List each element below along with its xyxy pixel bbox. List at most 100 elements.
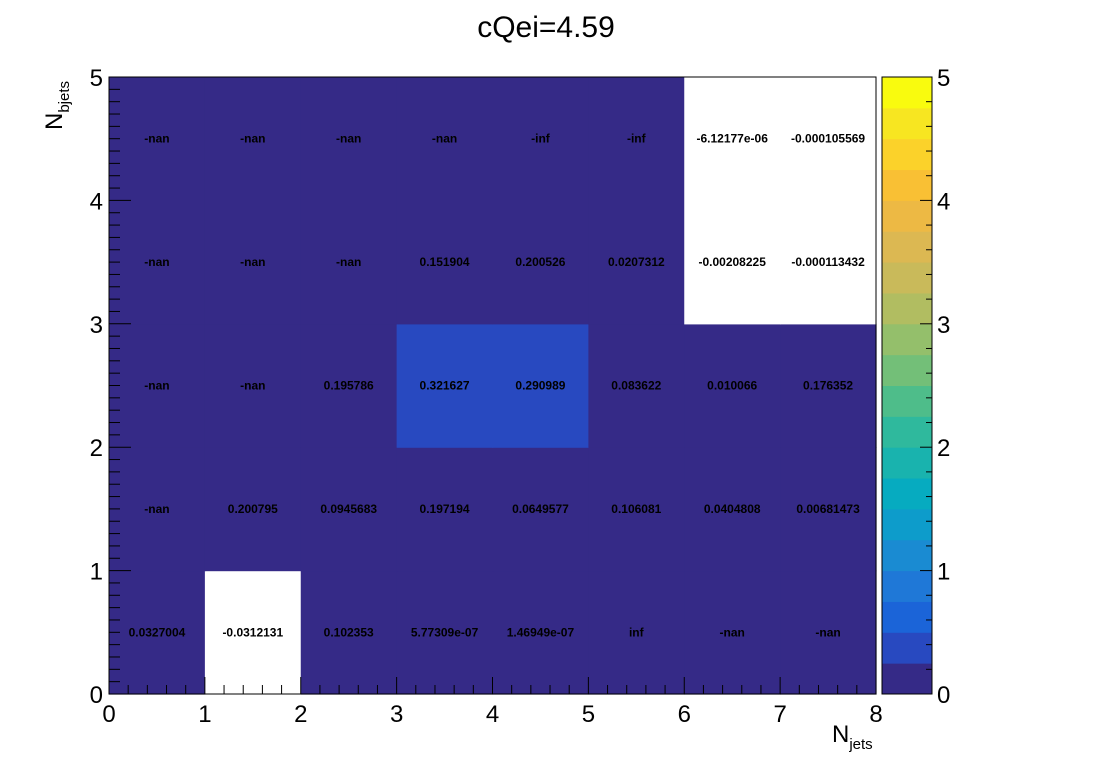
palette-band [882,262,932,294]
palette-band [882,632,932,664]
cell-value-label: 0.106081 [611,502,661,516]
heatmap-cell [588,447,685,572]
heatmap-cell [300,323,398,448]
palette-band [882,570,932,602]
cell-value-label: -nan [240,379,265,393]
palette-band [882,323,932,356]
cell-value-label: -0.000105569 [791,132,865,146]
cell-value-label: 5.77309e-07 [411,625,479,639]
x-tick-label: 6 [678,701,691,728]
color-palette: 0 1 2 3 4 5 [881,65,950,709]
heatmap-cell [588,77,685,201]
palette-band [882,385,932,417]
cell-value-label: -6.12177e-06 [696,132,768,146]
heatmap-cell [300,77,398,201]
palette-tick-label: 4 [937,188,950,215]
cell-value-label: -inf [627,132,647,146]
cell-value-label: -nan [432,132,457,146]
cell-value-label: -0.0312131 [222,625,283,639]
cell-value-label: -nan [240,255,265,269]
heatmap-cell [780,447,877,572]
palette-band [882,200,932,232]
cell-value-label: 0.176352 [803,379,853,393]
palette-band [882,539,932,572]
heatmap-cell [492,570,589,695]
cell-value-label: 0.0404808 [704,502,761,516]
cell-value-label: -nan [144,502,169,516]
x-tick-label: 5 [582,701,595,728]
cell-value-label: 0.0327004 [129,625,186,639]
heatmap-cell [396,447,494,572]
cell-value-label: 0.0945683 [320,502,377,516]
heatmap-cell [588,570,685,695]
cell-value-label: -0.00208225 [698,255,766,269]
palette-band [882,77,932,109]
heatmap-cell [492,447,589,572]
palette-band [882,231,932,263]
heatmap-cell [204,323,302,448]
cell-value-label: 0.083622 [611,379,661,393]
cell-value-label: -nan [240,132,265,146]
palette-band [882,508,932,541]
x-tick-label: 3 [390,701,403,728]
palette-band [882,138,932,171]
palette-tick-label: 5 [937,65,950,92]
cell-value-label: 0.010066 [707,379,757,393]
palette-tick-label: 1 [937,559,950,586]
heatmap-cell [780,77,877,201]
heatmap-cell [204,77,302,201]
heatmap-cell [684,77,781,201]
cell-value-label: inf [629,625,645,639]
y-tick-label: 2 [90,435,103,462]
y-tick-label: 3 [90,312,103,339]
heatmap-cell [684,447,781,572]
heatmap-cell [396,200,494,325]
palette-band [882,354,932,386]
heatmap-cell [684,200,781,325]
heatmap-cell [684,570,781,695]
cell-value-label: 0.290989 [515,379,565,393]
heatmap-cell [109,77,206,201]
cell-value-label: -nan [336,255,361,269]
cell-value-label: 0.200795 [228,502,278,516]
cell-value-label: -nan [720,625,745,639]
palette-band [882,416,932,448]
axes: 0 1 2 3 4 5 6 7 8 0 1 2 3 4 5 [90,65,883,728]
palette-band [882,169,932,201]
palette-band [882,663,932,695]
cell-value-label: -nan [144,132,169,146]
heatmap-cell [684,323,781,448]
cell-value-label: 0.195786 [324,379,374,393]
y-tick-label: 1 [90,559,103,586]
cell-value-label: 0.200526 [515,255,565,269]
cell-value-label: 0.197194 [420,502,470,516]
heatmap-cell [780,323,877,448]
y-tick-label: 4 [90,188,103,215]
heatmap-cell [492,77,589,201]
heatmap-cell [204,200,302,325]
heatmap-cell [492,200,589,325]
y-axis-label: Nbjets [41,81,73,130]
x-tick-label: 0 [102,701,115,728]
x-tick-label: 7 [773,701,786,728]
cell-value-label: 0.0207312 [608,255,665,269]
palette-band [882,447,932,479]
heatmap-cell [588,323,685,448]
cell-value-label: 0.321627 [420,379,470,393]
cell-value-label: 0.151904 [420,255,470,269]
heatmap-cell [396,77,494,201]
heatmap-cells [109,77,877,695]
heatmap-cell [204,447,302,572]
palette-tick-label: 3 [937,312,950,339]
cell-value-label: -nan [144,255,169,269]
cell-value-label: -0.000113432 [791,255,865,269]
heatmap-cell [396,570,494,695]
y-tick-label: 0 [90,682,103,709]
y-tick-label: 5 [90,65,103,92]
palette-band [882,292,932,325]
heatmap-cell [204,570,302,695]
heatmap-cell [109,200,206,325]
heatmap-cell [109,447,206,572]
heatmap-cell [588,200,685,325]
